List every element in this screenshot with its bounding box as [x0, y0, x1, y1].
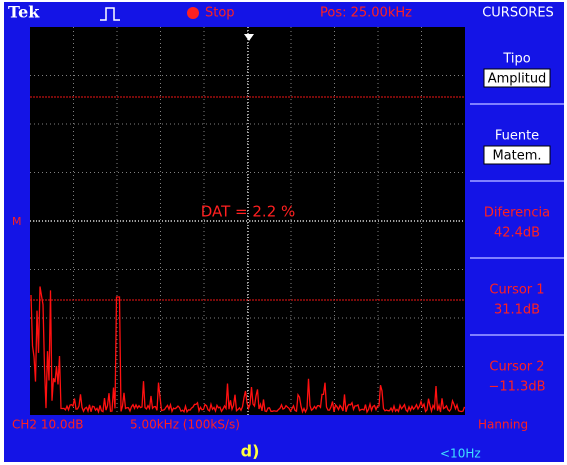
pulse-icon	[100, 7, 120, 21]
menu-value-box	[483, 68, 551, 88]
menu-label: Diferencia	[484, 206, 550, 221]
position: Pos: 25.00kHz	[320, 6, 412, 21]
caption: d)	[241, 442, 260, 461]
menu-value: −11.3dB	[488, 380, 545, 395]
menu-value-box	[483, 145, 551, 165]
resolution: <10Hz	[440, 447, 481, 461]
menu-label: Fuente	[495, 129, 539, 144]
menu-label: Cursor 1	[489, 283, 544, 298]
brand: Tek	[8, 3, 40, 22]
menu-value: Amplitud	[488, 72, 547, 87]
side-menu: Tipo Amplitud Fuente Matem. Diferencia 42.4dB…	[470, 52, 564, 395]
grid	[30, 27, 465, 415]
stop-dot	[187, 7, 199, 19]
trigger-marker	[244, 34, 254, 41]
menu-title: CURSORES	[482, 6, 554, 21]
channel: CH2 10.0dB	[12, 418, 83, 432]
menu-value: 31.1dB	[494, 303, 540, 318]
menu-value: Matem.	[492, 149, 541, 164]
math-marker: M	[12, 215, 22, 228]
status: Stop	[205, 6, 235, 21]
menu-label: Tipo	[502, 52, 530, 67]
timebase: 5.00kHz (100kS/s)	[130, 418, 240, 432]
menu-value: 42.4dB	[494, 226, 540, 241]
menu-label: Cursor 2	[489, 360, 544, 375]
spectrum-trace	[30, 286, 466, 414]
window: Hanning	[478, 418, 528, 432]
annotation: DAT = 2.2 %	[201, 203, 296, 221]
